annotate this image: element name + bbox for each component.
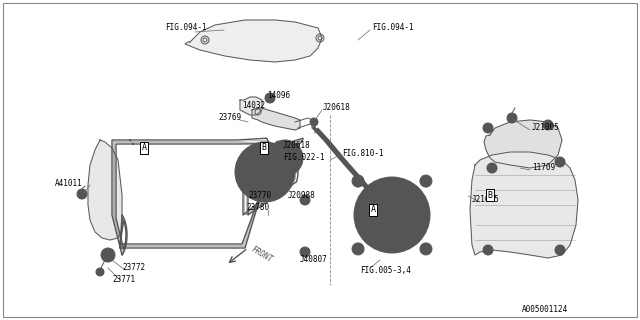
Text: B: B (262, 143, 266, 153)
Text: 14096: 14096 (267, 91, 290, 100)
Circle shape (483, 245, 493, 255)
Text: J21005: J21005 (472, 196, 500, 204)
Circle shape (310, 118, 318, 126)
Text: 23771: 23771 (112, 276, 135, 284)
Text: 23780: 23780 (246, 204, 269, 212)
Circle shape (352, 175, 364, 187)
Text: J20618: J20618 (323, 103, 351, 113)
Text: 23772: 23772 (122, 263, 145, 273)
Circle shape (487, 163, 497, 173)
Text: FIG.810-1: FIG.810-1 (342, 148, 383, 157)
Text: FRONT: FRONT (250, 245, 275, 265)
Circle shape (235, 142, 295, 202)
Text: FIG.022-1: FIG.022-1 (283, 153, 324, 162)
Text: A005001124: A005001124 (522, 306, 568, 315)
Circle shape (352, 243, 364, 255)
Polygon shape (185, 20, 322, 62)
Polygon shape (88, 140, 122, 240)
Text: FIG.005-3,4: FIG.005-3,4 (360, 266, 411, 275)
Text: B: B (488, 190, 493, 199)
Circle shape (420, 175, 432, 187)
Polygon shape (470, 152, 578, 258)
Text: FIG.094-1: FIG.094-1 (165, 23, 207, 33)
Text: J21005: J21005 (532, 124, 560, 132)
Text: J20988: J20988 (288, 191, 316, 201)
Polygon shape (240, 97, 262, 115)
Text: FIG.094-1: FIG.094-1 (372, 23, 413, 33)
Circle shape (420, 243, 432, 255)
Text: 11709: 11709 (532, 164, 555, 172)
Polygon shape (484, 120, 562, 168)
Polygon shape (252, 108, 300, 130)
Circle shape (507, 113, 517, 123)
Text: 14032: 14032 (242, 101, 265, 110)
Circle shape (354, 177, 430, 253)
Circle shape (101, 248, 115, 262)
Text: J40807: J40807 (300, 255, 328, 265)
Text: 23770: 23770 (248, 191, 271, 201)
Text: A: A (371, 205, 376, 214)
Circle shape (300, 247, 310, 257)
Circle shape (267, 140, 303, 176)
Text: A41011: A41011 (55, 179, 83, 188)
Text: A: A (141, 143, 147, 153)
Circle shape (543, 120, 553, 130)
Circle shape (555, 245, 565, 255)
Circle shape (555, 157, 565, 167)
Circle shape (96, 268, 104, 276)
Circle shape (483, 123, 493, 133)
Circle shape (265, 93, 275, 103)
Circle shape (77, 189, 87, 199)
Circle shape (300, 195, 310, 205)
Text: 23769: 23769 (218, 114, 241, 123)
Text: J20618: J20618 (283, 140, 311, 149)
